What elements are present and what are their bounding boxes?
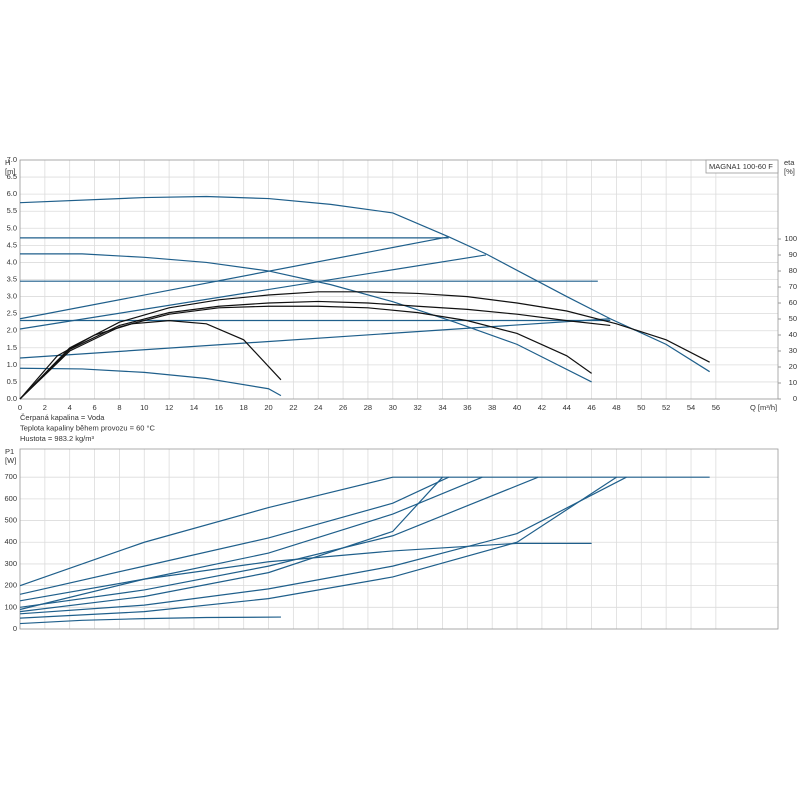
y-tick-label: 2.5	[7, 309, 17, 318]
x-tick-label: 12	[165, 403, 173, 412]
y-tick-label: 7.0	[7, 155, 17, 164]
x-tick-label: 8	[117, 403, 121, 412]
y2-tick-label: 90	[789, 250, 797, 259]
x-tick-label: 44	[563, 403, 571, 412]
x-tick-label: 4	[68, 403, 72, 412]
y-tick-label: 0.0	[7, 394, 17, 403]
y-tick-label: 3.5	[7, 274, 17, 283]
y2-tick-label: 50	[789, 314, 797, 323]
x-tick-label: 54	[687, 403, 695, 412]
curve	[19, 476, 539, 608]
title-box	[705, 159, 779, 174]
x-tick-label: 36	[463, 403, 471, 412]
y2-tick-label: 70	[789, 282, 797, 291]
y-tick-label: 100	[4, 602, 17, 611]
annotation: Čerpaná kapalina = Voda	[20, 413, 105, 422]
curve	[19, 476, 627, 615]
curve	[19, 195, 710, 373]
x-tick-label: 48	[612, 403, 620, 412]
x-tick-label: 34	[438, 403, 446, 412]
curve	[19, 236, 449, 320]
y-tick-label: 3.0	[7, 292, 17, 301]
y-tick-label: 1.5	[7, 343, 17, 352]
y-tick-label: 600	[4, 494, 17, 503]
x-tick-label: 56	[712, 403, 720, 412]
x-tick-label: 16	[215, 403, 223, 412]
y-tick-label: 700	[4, 472, 17, 481]
x-axis-label: Q [m³/h]	[750, 403, 777, 412]
curve	[19, 476, 617, 619]
x-tick-label: 22	[289, 403, 297, 412]
chart-title: MAGNA1 100-60 F	[709, 162, 773, 171]
y-tick-label: 1.0	[7, 360, 17, 369]
y-tick-label: 4.0	[7, 257, 17, 266]
x-tick-label: 40	[513, 403, 521, 412]
y-tick-label: 400	[4, 537, 17, 546]
x-tick-label: 30	[389, 403, 397, 412]
y-tick-label: 5.5	[7, 206, 17, 215]
curve	[19, 300, 611, 400]
y-axis-label: P1	[5, 447, 14, 456]
y2-tick-label: 40	[789, 330, 797, 339]
y-tick-label: 0.5	[7, 377, 17, 386]
curve	[19, 305, 592, 400]
x-tick-label: 18	[240, 403, 248, 412]
x-tick-label: 2	[43, 403, 47, 412]
y2-axis-label: eta	[784, 158, 795, 167]
y-tick-label: 0	[13, 624, 17, 633]
x-tick-label: 42	[538, 403, 546, 412]
x-tick-label: 50	[637, 403, 645, 412]
annotation: Teplota kapaliny během provozu = 60 °C	[20, 423, 156, 432]
y-tick-label: 200	[4, 581, 17, 590]
curve	[19, 254, 487, 330]
curve	[19, 367, 282, 397]
curve	[19, 476, 710, 587]
x-tick-label: 52	[662, 403, 670, 412]
curve	[19, 318, 611, 359]
curve	[19, 291, 710, 400]
curve	[19, 476, 443, 613]
y2-tick-label: 100	[784, 234, 797, 243]
y2-tick-label: 20	[789, 362, 797, 371]
y2-tick-label: 10	[789, 378, 797, 387]
x-tick-label: 14	[190, 403, 198, 412]
x-tick-label: 10	[140, 403, 148, 412]
x-tick-label: 6	[92, 403, 96, 412]
curve	[19, 616, 281, 625]
y-tick-label: 2.0	[7, 326, 17, 335]
y-axis-label: H	[5, 158, 10, 167]
y-tick-label: 500	[4, 516, 17, 525]
curve	[20, 253, 592, 383]
x-tick-label: 32	[413, 403, 421, 412]
y-tick-label: 6.5	[7, 172, 17, 181]
y2-tick-label: 60	[789, 298, 797, 307]
x-tick-label: 24	[314, 403, 322, 412]
curve	[19, 476, 449, 595]
y-axis-label: [m]	[5, 167, 15, 176]
y2-tick-label: 80	[789, 266, 797, 275]
x-tick-label: 38	[488, 403, 496, 412]
y-tick-label: 5.0	[7, 223, 17, 232]
x-tick-label: 0	[18, 403, 22, 412]
curve	[19, 542, 592, 611]
x-tick-label: 20	[264, 403, 272, 412]
x-tick-label: 26	[339, 403, 347, 412]
plot-frame	[19, 159, 779, 400]
x-tick-label: 28	[364, 403, 372, 412]
plot-frame	[19, 448, 779, 630]
y2-axis-label: [%]	[784, 167, 795, 176]
y-axis-label: [W]	[5, 456, 16, 465]
y-tick-label: 300	[4, 559, 17, 568]
curve	[19, 320, 282, 400]
y-tick-label: 4.5	[7, 240, 17, 249]
y2-tick-label: 30	[789, 346, 797, 355]
y-tick-label: 6.0	[7, 189, 17, 198]
curve	[19, 476, 483, 602]
annotation: Hustota = 983.2 kg/m³	[20, 434, 94, 443]
x-tick-label: 46	[587, 403, 595, 412]
y2-tick-label: 0	[793, 394, 797, 403]
